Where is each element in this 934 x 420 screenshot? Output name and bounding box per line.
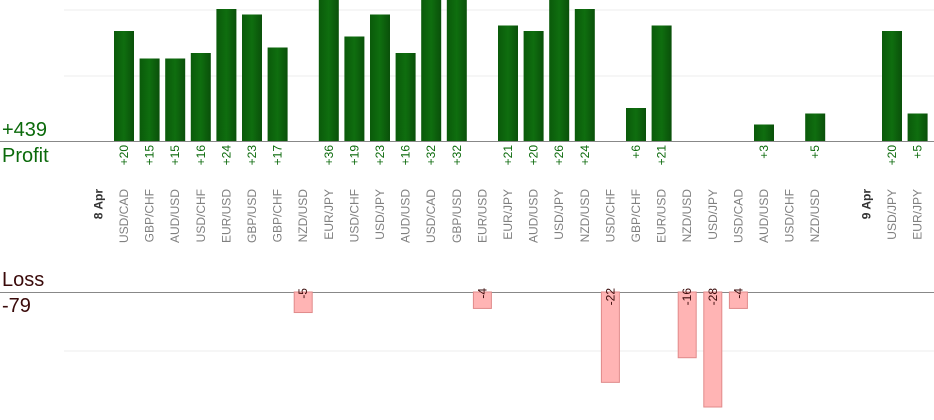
- profit-bar: [651, 25, 672, 141]
- profit-bar: [344, 36, 365, 141]
- profit-value-label: +6: [629, 145, 643, 159]
- loss-bar: [703, 291, 723, 408]
- loss-heading: Loss: [2, 269, 45, 291]
- profit-bar: [574, 9, 595, 141]
- loss-bar: [600, 291, 620, 383]
- currency-pair-label: GBP/CHF: [629, 189, 643, 242]
- profit-bar: [114, 31, 134, 141]
- profit-bar: [907, 113, 928, 141]
- date-label: 9 Apr: [859, 189, 873, 220]
- profit-value-label: +19: [347, 145, 361, 166]
- profit-value-label: +5: [808, 145, 822, 159]
- loss-bar: [677, 291, 697, 359]
- profit-value-label: +20: [885, 145, 899, 166]
- loss-value-label: -4: [731, 288, 745, 299]
- currency-pair-label: USD/JPY: [373, 189, 387, 240]
- total-loss-value: -79: [2, 295, 31, 317]
- profit-value-label: +5: [911, 145, 925, 159]
- currency-pair-label: EUR/USD: [219, 189, 233, 243]
- currency-pair-label: GBP/USD: [450, 189, 464, 243]
- currency-pair-label: USD/JPY: [552, 189, 566, 240]
- currency-pair-label: AUD/USD: [527, 189, 541, 243]
- profit-bar: [882, 31, 902, 141]
- currency-pair-label: AUD/USD: [757, 189, 771, 243]
- profit-bar: [190, 53, 211, 141]
- profit-bar: [754, 124, 774, 141]
- currency-pair-label: AUD/USD: [168, 189, 182, 243]
- loss-bar: [728, 291, 748, 309]
- profit-bar: [267, 47, 288, 141]
- loss-value-label: -4: [475, 288, 489, 299]
- profit-bar: [165, 58, 186, 141]
- profit-bar: [549, 0, 570, 141]
- profit-value-label: +23: [245, 145, 259, 166]
- currency-pair-label: USD/CAD: [424, 189, 438, 243]
- currency-pair-label: USD/JPY: [885, 189, 899, 240]
- profit-bar: [216, 9, 237, 141]
- currency-pair-label: NZD/USD: [680, 189, 694, 243]
- currency-pair-label: NZD/USD: [578, 189, 592, 243]
- profit-heading: Profit: [2, 145, 49, 167]
- profit-value-label: +23: [373, 145, 387, 166]
- profit-value-label: +24: [219, 145, 233, 166]
- profit-value-label: +15: [168, 145, 182, 166]
- currency-pair-label: USD/CHF: [783, 189, 797, 242]
- profit-bar: [626, 108, 646, 141]
- bar-layer: [114, 0, 928, 408]
- profit-value-label: +32: [424, 145, 438, 166]
- profit-value-label: +32: [450, 145, 464, 166]
- loss-value-label: -22: [603, 288, 617, 306]
- profit-value-label: +17: [271, 145, 285, 166]
- currency-pair-label: EUR/JPY: [911, 189, 925, 240]
- profit-bar: [421, 0, 442, 141]
- profit-value-label: +15: [143, 145, 157, 166]
- loss-bar: [293, 291, 313, 314]
- currency-pair-label: USD/CHF: [603, 189, 617, 242]
- currency-pair-label: USD/CHF: [347, 189, 361, 242]
- currency-pair-label: NZD/USD: [296, 189, 310, 243]
- profit-value-label: +3: [757, 145, 771, 159]
- loss-value-label: -28: [706, 288, 720, 306]
- loss-bar: [472, 291, 492, 309]
- profit-value-label: +21: [655, 145, 669, 166]
- profit-bar: [395, 53, 416, 141]
- total-profit-value: +439: [2, 119, 48, 141]
- currency-pair-label: GBP/CHF: [143, 189, 157, 242]
- profit-bar: [139, 58, 160, 141]
- profit-value-label: +36: [322, 145, 336, 166]
- profit-value-label: +26: [552, 145, 566, 166]
- currency-pair-label: EUR/USD: [475, 189, 489, 243]
- currency-pair-label: USD/CAD: [117, 189, 131, 243]
- date-label: 8 Apr: [91, 189, 105, 220]
- profit-bar: [446, 0, 467, 141]
- profit-value-label: +16: [194, 145, 208, 166]
- loss-value-label: -16: [680, 288, 694, 306]
- label-layer: 8 Apr 9 Apr +20 USD/CAD +15 GBP/CHF +15 AUD/USD…: [91, 145, 924, 306]
- profit-bar: [370, 14, 390, 141]
- currency-pair-label: USD/CAD: [731, 189, 745, 243]
- currency-pair-label: USD/JPY: [706, 189, 720, 240]
- profit-value-label: +16: [399, 145, 413, 166]
- profit-bar: [318, 0, 339, 141]
- currency-pair-label: EUR/JPY: [501, 189, 515, 240]
- currency-pair-label: EUR/JPY: [322, 189, 336, 240]
- profit-bar: [805, 113, 826, 141]
- profit-value-label: +20: [527, 145, 541, 166]
- profit-bar: [523, 31, 544, 141]
- profit-value-label: +24: [578, 145, 592, 166]
- currency-pair-label: NZD/USD: [808, 189, 822, 243]
- profit-bar: [242, 14, 262, 141]
- profit-value-label: +20: [117, 145, 131, 166]
- loss-value-label: -5: [296, 288, 310, 299]
- currency-pair-label: GBP/CHF: [271, 189, 285, 242]
- currency-pair-label: USD/CHF: [194, 189, 208, 242]
- currency-pair-label: AUD/USD: [399, 189, 413, 243]
- profit-bar: [498, 25, 518, 141]
- currency-pair-label: EUR/USD: [655, 189, 669, 243]
- profit-value-label: +21: [501, 145, 515, 166]
- currency-pair-label: GBP/USD: [245, 189, 259, 243]
